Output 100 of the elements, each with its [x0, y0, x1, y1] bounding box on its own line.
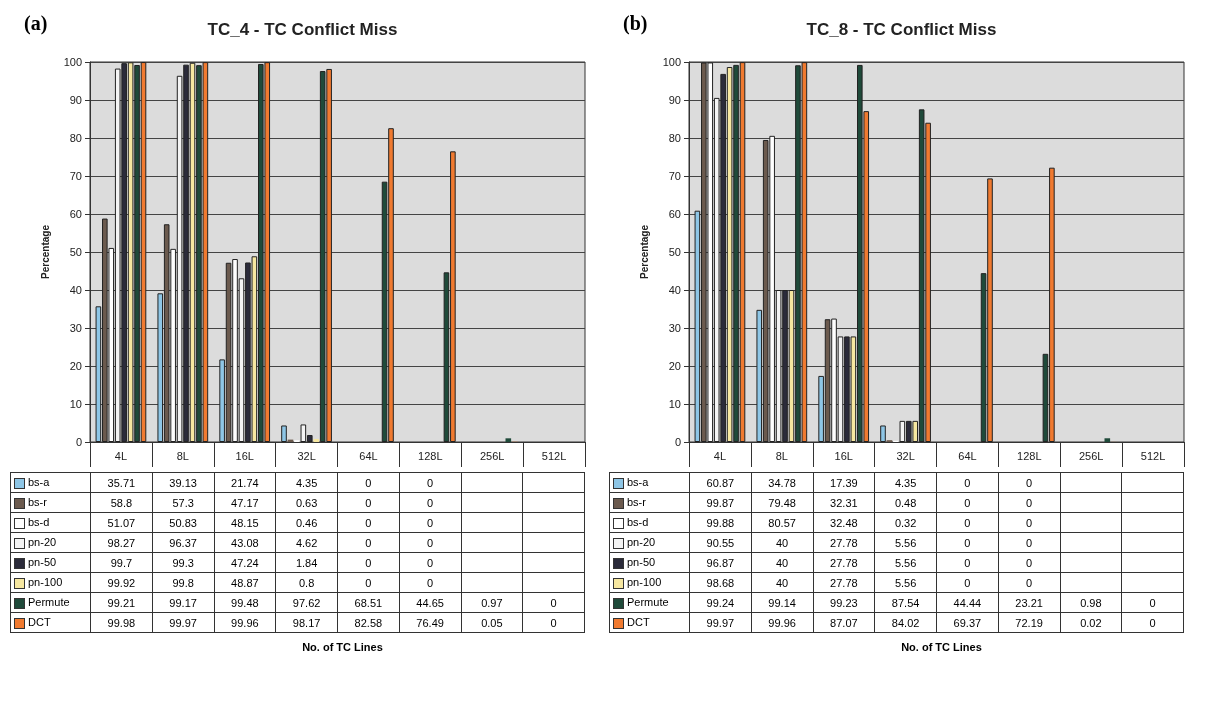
x-tick-label: 32L — [297, 449, 316, 462]
data-label: 0 — [936, 472, 999, 493]
data-label: 0.02 — [1060, 612, 1122, 633]
data-label: 96.87 — [689, 552, 752, 573]
data-label: 84.02 — [874, 612, 937, 633]
data-label: 0 — [399, 572, 461, 593]
data-label: 98.68 — [689, 572, 752, 593]
data-label: 47.17 — [214, 492, 276, 513]
data-label: 0 — [399, 512, 461, 533]
data-label: 99.97 — [152, 612, 214, 633]
data-label: 0 — [399, 472, 461, 493]
x-tick-label: 8L — [775, 449, 788, 462]
x-tick-label: 512L — [541, 449, 567, 462]
x-tick-label: 4L — [713, 449, 727, 462]
data-label: 0 — [936, 572, 999, 593]
legend-label: DCT — [627, 616, 650, 629]
data-label: 99.96 — [214, 612, 276, 633]
data-label: 40 — [751, 572, 813, 593]
data-label: 87.07 — [813, 612, 875, 633]
data-label: 47.24 — [214, 552, 276, 573]
data-label: 0 — [337, 512, 400, 533]
data-label: 27.78 — [813, 572, 875, 593]
data-label: 39.13 — [152, 472, 214, 493]
data-label: 0.32 — [874, 512, 937, 533]
data-label: 58.8 — [90, 492, 153, 513]
data-label: 99.14 — [751, 592, 813, 613]
data-label: 99.48 — [214, 592, 276, 613]
x-axis-title: No. of TC Lines — [301, 641, 384, 653]
x-tick-label: 256L — [479, 449, 505, 462]
x-axis-title: No. of TC Lines — [900, 641, 983, 653]
legend-label: bs-r — [627, 496, 646, 509]
y-tick-label: 40 — [69, 284, 82, 296]
legend-label: pn-100 — [627, 576, 662, 589]
y-tick-label: 100 — [63, 56, 82, 68]
data-label: 35.71 — [90, 472, 153, 493]
y-tick-label: 70 — [69, 170, 82, 182]
x-tick-label: 16L — [834, 449, 853, 462]
data-label: 48.15 — [214, 512, 276, 533]
data-label: 99.88 — [689, 512, 752, 533]
legend-label: Permute — [28, 596, 70, 609]
data-label: 57.3 — [152, 492, 214, 513]
legend-label: pn-100 — [28, 576, 63, 589]
y-tick-label: 10 — [668, 398, 681, 410]
data-label: 82.58 — [337, 612, 400, 633]
data-label: 99.23 — [813, 592, 875, 613]
x-tick-label: 64L — [359, 449, 378, 462]
data-label: 99.7 — [90, 552, 153, 573]
data-label: 80.57 — [751, 512, 813, 533]
data-label: 98.17 — [275, 612, 338, 633]
data-label: 0.8 — [275, 572, 338, 593]
text: (b) — [623, 12, 648, 35]
data-label: 5.56 — [874, 532, 937, 553]
data-label: 0 — [522, 592, 585, 613]
data-label: 44.44 — [936, 592, 999, 613]
data-label: 0.97 — [461, 592, 523, 613]
data-label: 48.87 — [214, 572, 276, 593]
data-label: 0 — [998, 512, 1060, 533]
legend-label: DCT — [28, 616, 51, 629]
legend-label: bs-a — [627, 476, 649, 489]
data-label: 90.55 — [689, 532, 752, 553]
data-label: 4.35 — [275, 472, 338, 493]
data-label: 0 — [399, 532, 461, 553]
data-label: 5.56 — [874, 552, 937, 573]
data-label: 40 — [751, 532, 813, 553]
x-tick-label: 128L — [418, 449, 443, 462]
data-label: 0.98 — [1060, 592, 1122, 613]
y-tick-label: 0 — [674, 436, 681, 448]
data-label: 76.49 — [399, 612, 461, 633]
x-tick-label: 128L — [1017, 449, 1042, 462]
y-axis-title: Percentage — [39, 224, 51, 279]
data-label: 68.51 — [337, 592, 400, 613]
data-label: 27.78 — [813, 552, 875, 573]
data-label: 32.48 — [813, 512, 875, 533]
data-label: 87.54 — [874, 592, 937, 613]
data-label: 0 — [399, 492, 461, 513]
data-label: 99.21 — [90, 592, 153, 613]
chart-title: TC_4 - TC Conflict Miss — [207, 20, 398, 39]
y-tick-label: 100 — [662, 56, 681, 68]
data-label: 99.97 — [689, 612, 752, 633]
x-tick-label: 32L — [896, 449, 915, 462]
y-tick-label: 50 — [668, 246, 681, 258]
data-label: 0 — [337, 492, 400, 513]
data-label: 0 — [998, 552, 1060, 573]
x-tick-label: 16L — [235, 449, 254, 462]
data-label: 99.3 — [152, 552, 214, 573]
data-label: 0 — [399, 552, 461, 573]
y-tick-label: 80 — [69, 132, 82, 144]
y-tick-label: 0 — [75, 436, 82, 448]
data-label: 0 — [1121, 592, 1184, 613]
data-label: 79.48 — [751, 492, 813, 513]
y-tick-label: 30 — [69, 322, 82, 334]
y-tick-label: 90 — [69, 94, 82, 106]
x-tick-label: 512L — [1140, 449, 1166, 462]
y-tick-label: 20 — [69, 360, 82, 372]
legend-label: bs-d — [28, 516, 50, 529]
x-tick-label: 256L — [1078, 449, 1104, 462]
legend-label: Permute — [627, 596, 669, 609]
data-label: 51.07 — [90, 512, 153, 533]
data-label: 0 — [337, 552, 400, 573]
legend-label: pn-20 — [28, 536, 57, 549]
